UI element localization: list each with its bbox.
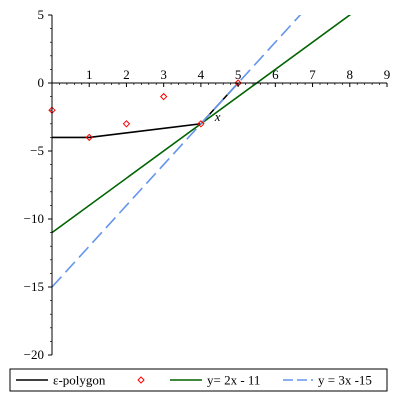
series-line-2 [52, 15, 352, 234]
legend-item [137, 376, 145, 384]
plot-area [52, 15, 352, 288]
legend-item: ε-polygon [16, 373, 106, 388]
y-tick-label: 5 [38, 7, 45, 22]
y-tick-label: −15 [24, 279, 44, 294]
scatter-point [197, 120, 205, 128]
scatter-point [122, 120, 131, 128]
legend-marker [137, 376, 145, 384]
y-tick-label: 0 [38, 75, 45, 90]
x-tick-label: 9 [384, 67, 391, 82]
x-tick-label: 1 [86, 67, 93, 82]
legend-item: y = 3x -15 [283, 373, 372, 388]
y-tick-label: −20 [24, 347, 44, 362]
x-tick-label: 7 [309, 67, 316, 82]
x-tick-label: 3 [160, 67, 167, 82]
axes-layer: 1 2 3 4 5 6 7 8 9 5 0 −5 −10 −15 −20 x [24, 7, 391, 362]
scatter-point [85, 133, 93, 142]
legend: ε-polygon y= 2x - 11 y = 3x -15 [9, 368, 388, 392]
legend-item: y= 2x - 11 [170, 373, 260, 388]
x-tick-label: 6 [272, 67, 279, 82]
legend-label: y = 3x -15 [318, 373, 372, 388]
x-tick-label: 5 [235, 67, 242, 82]
x-tick-label: 2 [123, 67, 130, 82]
legend-label: y= 2x - 11 [207, 373, 260, 388]
y-tick-label: −10 [24, 211, 44, 226]
series-line-0 [52, 82, 239, 139]
series-line-3 [52, 15, 302, 288]
y-tick-label: −5 [30, 143, 44, 158]
scatter-point [159, 92, 168, 101]
series-layer [48, 15, 352, 288]
x-tick-label: 8 [347, 67, 354, 82]
x-axis-label: x [214, 109, 221, 124]
x-tick-label: 4 [198, 67, 205, 82]
legend-label: ε-polygon [53, 373, 106, 388]
